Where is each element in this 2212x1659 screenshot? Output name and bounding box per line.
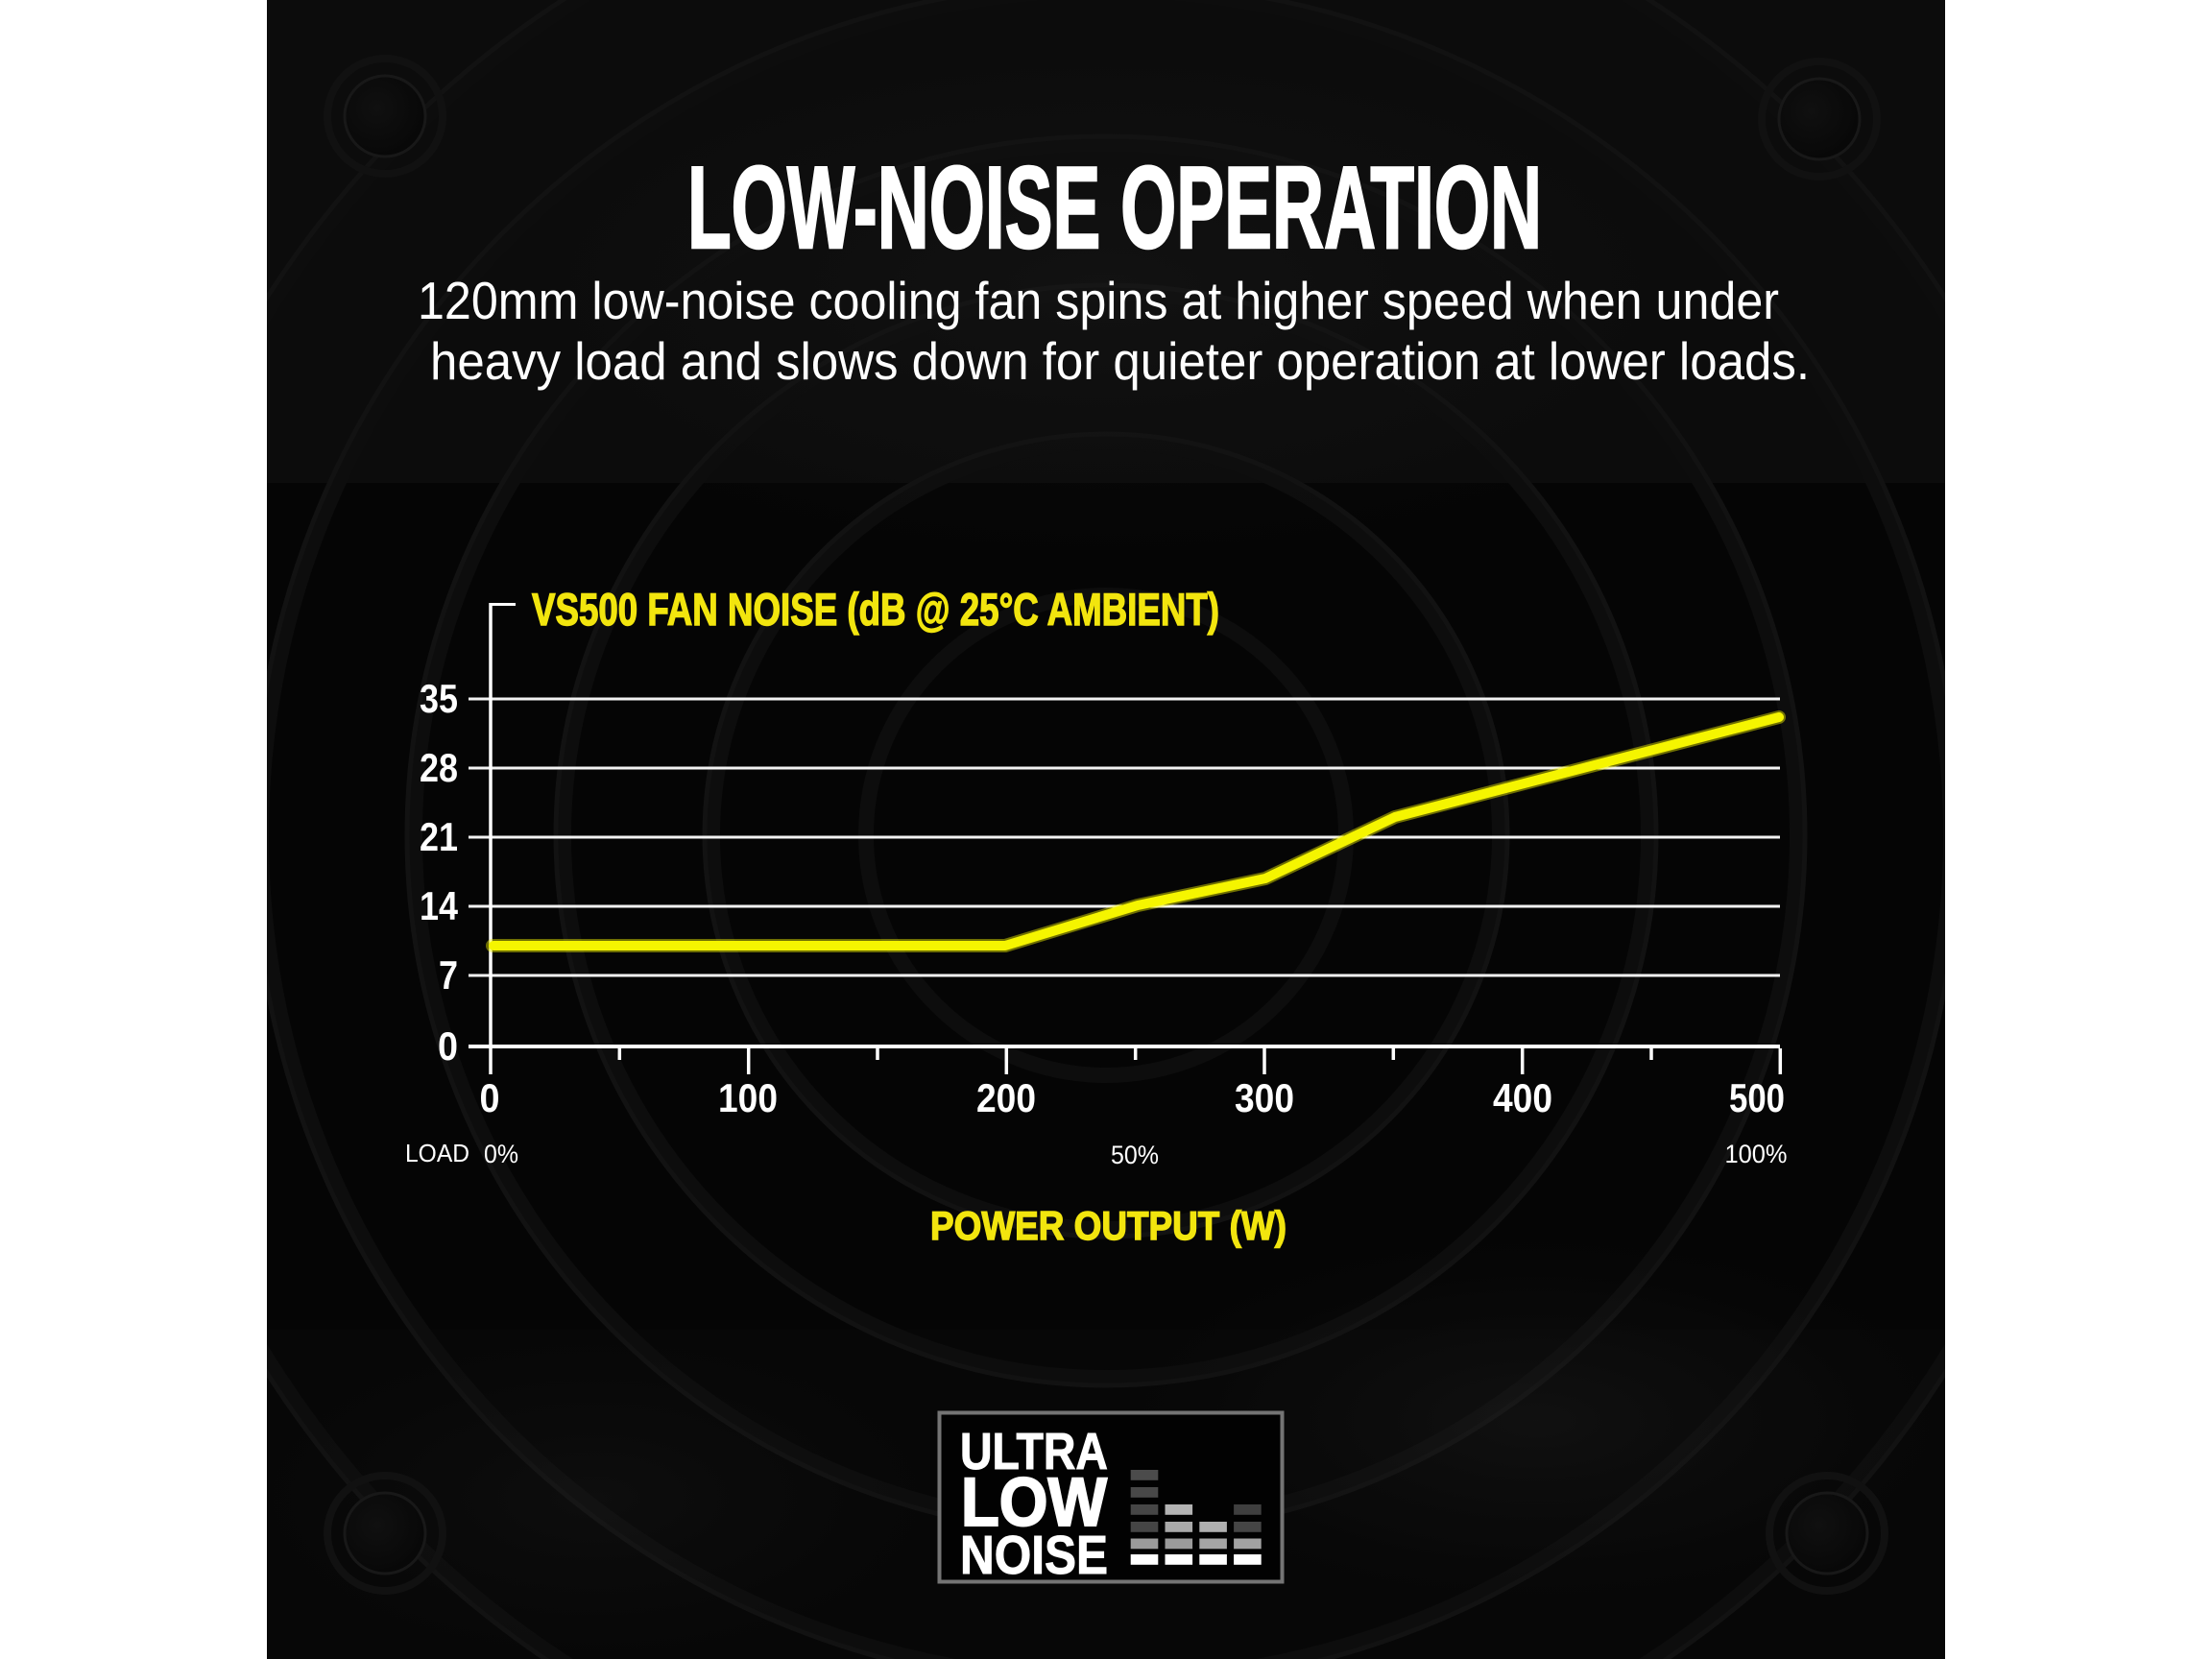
svg-text:400: 400 [1493, 1075, 1552, 1120]
svg-text:28: 28 [420, 745, 458, 790]
svg-text:35: 35 [420, 676, 458, 721]
svg-text:NOISE: NOISE [960, 1525, 1108, 1586]
svg-text:0: 0 [480, 1075, 500, 1120]
svg-text:heavy load and slows down for: heavy load and slows down for quieter op… [430, 331, 1810, 391]
svg-text:LOW: LOW [961, 1465, 1107, 1541]
svg-text:14: 14 [420, 883, 459, 928]
svg-text:50%: 50% [1111, 1141, 1159, 1169]
svg-text:120mm low-noise cooling fan sp: 120mm low-noise cooling fan spins at hig… [418, 271, 1779, 330]
svg-text:7: 7 [439, 952, 458, 998]
svg-text:100%: 100% [1725, 1140, 1788, 1168]
svg-text:0: 0 [438, 1023, 458, 1069]
svg-text:POWER OUTPUT (W): POWER OUTPUT (W) [930, 1203, 1286, 1248]
svg-text:ULTRA: ULTRA [960, 1423, 1108, 1480]
svg-text:LOAD: LOAD [405, 1139, 469, 1167]
svg-text:21: 21 [420, 814, 458, 859]
svg-text:VS500 FAN NOISE (dB @ 25°C AMB: VS500 FAN NOISE (dB @ 25°C AMBIENT) [532, 584, 1219, 635]
svg-text:200: 200 [976, 1075, 1036, 1120]
svg-text:500: 500 [1729, 1075, 1785, 1120]
svg-text:LOW-NOISE OPERATION: LOW-NOISE OPERATION [687, 142, 1542, 273]
svg-text:100: 100 [718, 1075, 778, 1120]
svg-text:0%: 0% [484, 1140, 518, 1168]
svg-text:300: 300 [1235, 1075, 1294, 1120]
